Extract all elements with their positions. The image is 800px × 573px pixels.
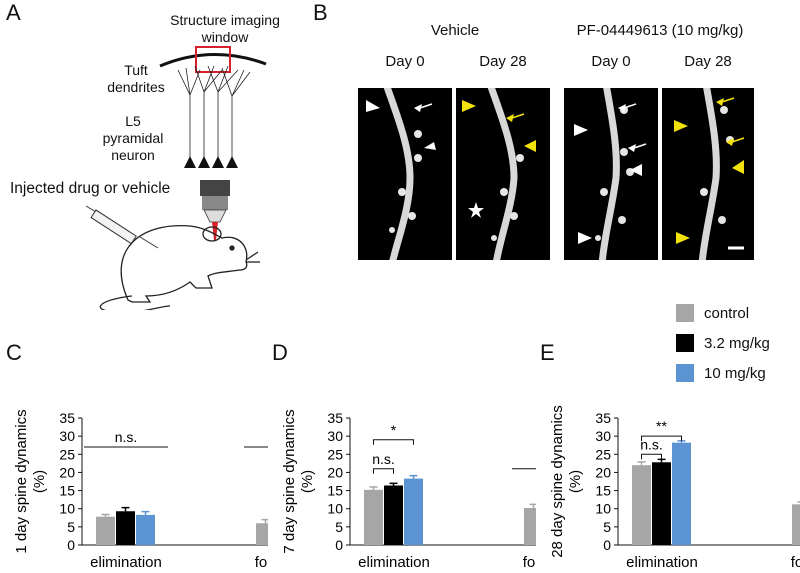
chart-28-day: 28 day spine dynamics(%) 0 5 10 15 20 25 30 35 el…	[549, 405, 800, 571]
y-axis-label: 1 day spine dynamics(%)	[13, 409, 48, 553]
significance-label: n.s.	[115, 429, 138, 445]
y-tick-label: 30	[327, 428, 343, 444]
y-tick-label: 10	[327, 501, 343, 517]
significance-bracket	[641, 435, 682, 442]
mouse-schematic	[85, 46, 267, 310]
y-axis-label-line: 1 day spine dynamics	[13, 409, 30, 553]
y-tick-label: 25	[59, 446, 75, 462]
bar	[384, 485, 403, 545]
bar	[136, 514, 155, 545]
drug-header: PF-04449613 (10 mg/kg)	[576, 22, 744, 39]
mouse-drawing	[99, 224, 260, 310]
y-tick-label: 20	[595, 464, 611, 480]
legend-item-3-2: 3.2 mg/kg	[676, 330, 770, 356]
syringe-drawing	[85, 205, 159, 249]
micrograph-drug-day0	[564, 88, 658, 260]
x-tick-label: elimination	[358, 554, 430, 571]
neuron-somata	[184, 156, 238, 168]
y-tick-label: 0	[335, 537, 343, 553]
significance-label: *	[391, 422, 397, 438]
legend-item-control: control	[676, 300, 770, 326]
x-tick-label: formation	[523, 554, 536, 571]
y-axis-label: 7 day spine dynamics(%)	[281, 409, 316, 553]
chart-7-day: 7 day spine dynamics(%) 0 5 10 15 20 25 30 35 eli…	[281, 409, 536, 571]
bar	[632, 465, 651, 545]
bar	[792, 504, 800, 545]
y-tick-label: 20	[59, 464, 75, 480]
drug-label: Injected drug or vehicle	[10, 180, 171, 197]
bar	[524, 507, 536, 545]
y-tick-label: 15	[595, 483, 611, 499]
day28-label-drug: Day 28	[684, 53, 732, 70]
legend-swatch-10	[676, 364, 694, 382]
bar	[256, 523, 268, 545]
significance-bracket	[373, 439, 414, 445]
y-tick-label: 35	[59, 410, 75, 426]
y-tick-label: 5	[335, 519, 343, 535]
y-tick-label: 35	[327, 410, 343, 426]
window-label: Structure imaging window	[170, 12, 280, 45]
panel-label-c: C	[6, 340, 22, 365]
x-tick-label: formation	[255, 554, 268, 571]
legend-item-10: 10 mg/kg	[676, 360, 770, 386]
y-tick-label: 30	[59, 428, 75, 444]
y-axis-label: 28 day spine dynamics(%)	[549, 405, 584, 558]
bar	[652, 462, 671, 545]
y-axis-label-line: (%)	[31, 470, 48, 493]
dendrite-tree	[177, 65, 251, 160]
y-tick-label: 5	[67, 519, 75, 535]
panel-label-e: E	[540, 340, 555, 365]
legend-label-3-2: 3.2 mg/kg	[704, 334, 770, 352]
y-tick-label: 15	[327, 483, 343, 499]
significance-label: **	[656, 418, 667, 434]
y-tick-label: 0	[67, 537, 75, 553]
significance-label: n.s.	[640, 436, 663, 452]
day0-label-vehicle: Day 0	[385, 53, 425, 70]
vehicle-header: Vehicle	[430, 22, 480, 39]
day0-label-drug: Day 0	[591, 53, 631, 70]
significance-bracket	[641, 453, 662, 460]
panel-label-b: B	[313, 0, 328, 25]
skull-arc	[159, 52, 267, 68]
y-tick-label: 5	[603, 519, 611, 535]
y-tick-label: 10	[595, 501, 611, 517]
legend: control 3.2 mg/kg 10 mg/kg	[676, 300, 770, 386]
x-tick-label: elimination	[90, 554, 162, 571]
y-tick-label: 35	[595, 410, 611, 426]
y-axis-label-line: 7 day spine dynamics	[281, 409, 298, 553]
legend-swatch-3-2	[676, 334, 694, 352]
bar	[364, 489, 383, 545]
day28-label-vehicle: Day 28	[479, 53, 527, 70]
legend-label-10: 10 mg/kg	[704, 364, 766, 382]
neuron-label: L5 pyramidal neuron	[102, 113, 164, 163]
y-tick-label: 15	[59, 483, 75, 499]
micrograph-vehicle-day0	[358, 88, 452, 260]
y-axis-label-line: 28 day spine dynamics	[549, 405, 566, 558]
micrograph-vehicle-day28	[456, 88, 550, 260]
bar	[404, 478, 423, 545]
significance-label: n.s.	[372, 451, 395, 467]
x-tick-label: elimination	[626, 554, 698, 571]
legend-label-control: control	[704, 304, 750, 322]
y-axis-label-line: (%)	[567, 470, 584, 493]
bar	[672, 442, 691, 545]
panel-label-d: D	[272, 340, 288, 365]
imaging-window-box	[195, 46, 231, 73]
y-axis-label-line: (%)	[299, 470, 316, 493]
y-tick-label: 10	[59, 501, 75, 517]
y-tick-label: 30	[595, 428, 611, 444]
significance-bracket	[373, 468, 394, 474]
tuft-dendrites-label: Tuft dendrites	[107, 62, 165, 95]
legend-swatch-control	[676, 304, 694, 322]
y-tick-label: 0	[603, 537, 611, 553]
micrograph-drug-day28	[662, 88, 754, 260]
panel-label-a: A	[6, 0, 21, 25]
x-tick-label: formation	[791, 554, 800, 571]
y-tick-label: 20	[327, 464, 343, 480]
y-tick-label: 25	[327, 446, 343, 462]
bar	[116, 511, 135, 545]
chart-1-day: 1 day spine dynamics(%) 0 5 10 15 20 25 30 35 eli…	[13, 409, 268, 571]
y-tick-label: 25	[595, 446, 611, 462]
bar	[96, 516, 115, 545]
